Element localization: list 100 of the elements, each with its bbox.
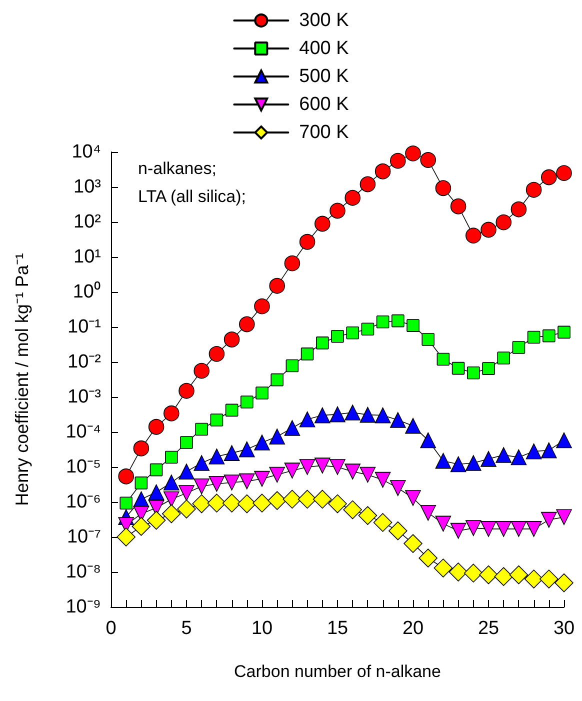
point [541,169,557,186]
point [195,422,208,436]
point [450,522,466,539]
point [526,521,542,537]
point [256,386,268,400]
point [180,436,193,449]
point [314,407,330,424]
point [270,373,284,386]
point [374,472,391,488]
point [388,521,408,540]
point [238,494,256,514]
y-tick-label: 10³ [74,176,101,198]
x-tick-label: 20 [402,618,424,639]
point [164,406,180,422]
point [254,470,270,487]
point [343,500,362,520]
point [299,459,316,475]
y-tick-label: 10⁻¹ [68,316,101,338]
point [165,450,178,464]
point [556,509,572,526]
point [374,407,391,424]
point [178,485,194,501]
y-tick-label: 10⁴ [72,142,101,162]
point [269,466,285,483]
x-tick-label: 5 [181,618,192,639]
point [360,466,376,483]
point [360,406,376,423]
point [527,330,540,344]
point [390,480,406,496]
point [240,396,254,408]
point [556,165,572,181]
point [224,332,240,348]
point [496,521,512,537]
point [208,346,225,362]
point [330,459,346,475]
point [207,494,226,513]
annotation: LTA (all silica); [138,187,246,206]
point [542,329,556,342]
point [405,146,421,162]
point [435,452,452,469]
y-tick-label: 10⁻³ [68,386,101,408]
point [512,341,526,354]
x-tick-label: 30 [553,618,575,639]
point [435,516,452,532]
point [466,520,482,536]
point [132,517,151,536]
point [376,315,390,328]
point [120,496,132,510]
point [450,456,466,472]
point [392,314,404,328]
point [331,330,344,343]
point [239,441,255,458]
point [346,326,359,340]
point [448,562,468,582]
point [254,434,270,450]
point [210,414,224,426]
y-tick-label: 10⁻⁸ [66,562,101,582]
point [316,336,329,350]
point [284,420,300,436]
y-tick-label: 10⁻⁷ [66,526,102,548]
y-tick-label: 10⁻² [68,352,101,372]
point [284,255,300,272]
point [358,506,378,525]
point [178,382,194,399]
point [162,504,181,524]
point [208,448,225,464]
point [480,521,496,537]
x-axis-title: Carbon number of n-alkane [234,662,441,681]
point [284,462,300,478]
y-tick-label: 10⁻⁵ [66,456,101,478]
point [150,463,163,476]
point [314,216,330,232]
point [178,464,194,480]
y-tick-label: 10² [74,212,101,232]
point [452,362,465,375]
y-tick-label: 10⁻⁶ [66,492,101,512]
point [208,476,225,492]
point [467,366,480,380]
point [540,570,558,588]
x-tick-label: 25 [478,618,500,639]
point [480,222,496,238]
point [224,445,240,461]
x-tick-label: 15 [326,618,348,639]
point [541,512,557,528]
point [558,326,570,339]
point [482,362,495,375]
point [373,513,392,532]
annotation: n-alkanes; [138,159,216,178]
y-axis-title: Henry coefficient / mol kg⁻¹ Pa⁻¹ [12,253,32,506]
point [360,176,376,192]
point [299,411,316,428]
point [133,440,150,456]
point [194,362,210,379]
point [146,510,166,530]
point [494,567,513,586]
point [116,528,136,546]
point [239,473,255,490]
point [148,418,164,435]
point [148,484,164,500]
point [300,348,314,360]
